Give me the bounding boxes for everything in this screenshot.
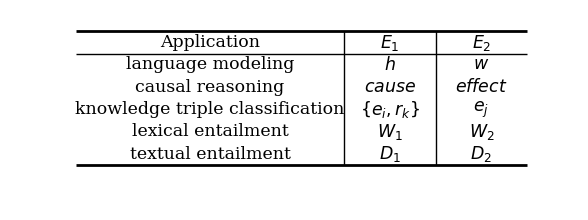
Text: $e_j$: $e_j$ xyxy=(473,99,489,120)
Text: Application: Application xyxy=(160,34,260,51)
Text: $W_2$: $W_2$ xyxy=(469,122,494,142)
Text: $\{e_i, r_k\}$: $\{e_i, r_k\}$ xyxy=(360,99,420,120)
Text: $\mathit{cause}$: $\mathit{cause}$ xyxy=(364,79,416,96)
Text: $D_2$: $D_2$ xyxy=(470,144,492,164)
Text: lexical entailment: lexical entailment xyxy=(132,123,288,140)
Text: causal reasoning: causal reasoning xyxy=(135,79,285,96)
Text: $E_2$: $E_2$ xyxy=(472,33,491,53)
Text: language modeling: language modeling xyxy=(126,57,294,73)
Text: $w$: $w$ xyxy=(473,57,489,73)
Text: knowledge triple classification: knowledge triple classification xyxy=(75,101,345,118)
Text: $h$: $h$ xyxy=(384,56,396,74)
Text: $D_1$: $D_1$ xyxy=(379,144,401,164)
Text: $W_1$: $W_1$ xyxy=(377,122,403,142)
Text: $\mathit{effect}$: $\mathit{effect}$ xyxy=(455,78,507,96)
Text: $E_1$: $E_1$ xyxy=(380,33,400,53)
Text: textual entailment: textual entailment xyxy=(129,146,290,163)
